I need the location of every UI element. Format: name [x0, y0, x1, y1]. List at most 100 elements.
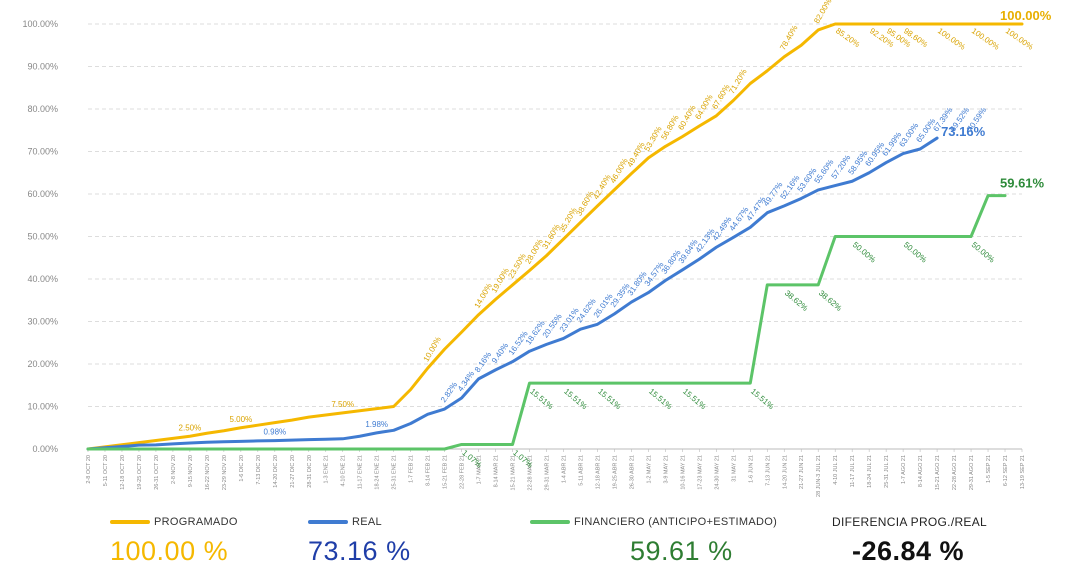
x-tick-label: 26-31 OCT 20: [154, 455, 160, 490]
diferencia-total: -26.84 %: [852, 536, 965, 566]
x-tick-label: 22-28 MAR 21: [528, 455, 534, 490]
final-value-label: 100.00%: [1000, 8, 1052, 23]
data-label: 5.00%: [229, 415, 252, 424]
data-label: 7.50%: [331, 400, 354, 409]
y-tick-label: 10.00%: [27, 402, 58, 412]
final-labels: 100.00% 73.16% 59.61%: [941, 8, 1052, 191]
x-tick-label: 7-13 DIC 20: [256, 455, 262, 485]
x-tick-label: 9-15 NOV 20: [188, 455, 194, 487]
real-total: 73.16 %: [308, 536, 411, 566]
x-tick-label: 8-14 FEB 21: [426, 455, 432, 486]
x-tick-label: 2-8 NOV 20: [171, 455, 177, 484]
x-tick-label: 31 MAY 21: [731, 455, 737, 482]
data-label: 50.00%: [851, 240, 878, 264]
y-tick-label: 60.00%: [27, 189, 58, 199]
legend-programado-label: PROGRAMADO: [154, 516, 238, 528]
data-label: 38.62%: [783, 289, 810, 313]
data-label: 15.51%: [596, 387, 623, 411]
y-tick-label: 50.00%: [27, 232, 58, 242]
series-line-real: [86, 136, 939, 451]
x-tick-label: 21-27 DIC 20: [290, 455, 296, 488]
series-line-financiero: [86, 194, 1007, 451]
x-tick-label: 18-24 JUL 21: [867, 455, 873, 488]
x-tick-label: 29-31 MAR 21: [545, 455, 551, 490]
x-tick-label: 5-11 OCT 20: [103, 455, 109, 486]
data-label: 71.20%: [727, 67, 748, 95]
x-tick-label: 4-10 JUL 21: [833, 455, 839, 485]
data-label: 15.51%: [647, 387, 674, 411]
data-label: 8.16%: [473, 350, 493, 374]
data-label: 50.00%: [902, 240, 929, 264]
x-tick-label: 29-31 AGO 21: [969, 455, 975, 490]
real-swatch: [308, 520, 348, 524]
final-value-label: 59.61%: [1000, 176, 1045, 191]
x-tick-label: 12-18 OCT 20: [120, 455, 126, 490]
x-tick-label: 14-20 JUN 21: [782, 455, 788, 489]
x-tick-label: 21-27 JUN 21: [799, 455, 805, 489]
x-tick-label: 25-31 JUL 21: [884, 455, 890, 488]
data-label: 0.98%: [263, 428, 286, 437]
legend-financiero-label: FINANCIERO (ANTICIPO+ESTIMADO): [574, 516, 778, 528]
x-tick-label: 1-6 DIC 20: [239, 455, 245, 482]
x-tick-label: 12-18 ABR 21: [595, 455, 601, 489]
data-label: 85.20%: [834, 26, 861, 49]
x-tick-label: 8-14 AGO 21: [918, 455, 924, 487]
data-label: 15.51%: [749, 387, 776, 411]
x-tick-label: 1-6 JUN 21: [748, 455, 754, 483]
data-label: 15.51%: [528, 387, 555, 411]
programado-total: 100.00 %: [110, 536, 229, 566]
x-tick-label: 1-7 AGO 21: [901, 455, 907, 484]
final-value-label: 73.16%: [941, 124, 986, 139]
y-tick-label: 80.00%: [27, 104, 58, 114]
y-tick-label: 40.00%: [27, 274, 58, 284]
x-tick-label: 22-28 AGO 21: [952, 455, 958, 490]
legend-diferencia-label: DIFERENCIA PROG./REAL: [832, 515, 987, 529]
y-tick-label: 20.00%: [27, 359, 58, 369]
x-axis-ticks: 2-8 OCT 20 5-11 OCT 20 12-18 OCT 20 19-25 O…: [86, 449, 1026, 497]
x-tick-label: 16-22 NOV 20: [205, 455, 211, 490]
x-tick-label: 22-28 FEB 21: [460, 455, 466, 489]
data-label: 50.00%: [970, 240, 997, 264]
data-label: 15.51%: [681, 387, 708, 411]
data-label: 9.40%: [490, 341, 510, 365]
y-tick-label: 70.00%: [27, 147, 58, 157]
x-tick-label: 10-16 MAY 21: [680, 455, 686, 490]
legend-programado: PROGRAMADO 100.00 %: [110, 514, 238, 566]
legend-real-label: REAL: [352, 516, 382, 528]
x-tick-label: 1-3 ENE 21: [324, 455, 330, 483]
progress-chart: 0.00% 10.00% 20.00% 30.00% 40.00% 50.00% 60.00…: [22, 0, 1052, 497]
x-tick-label: 8-14 MAR 21: [494, 455, 500, 487]
x-tick-label: 7-13 JUN 21: [765, 455, 771, 486]
x-tick-label: 1-5 SEP 21: [986, 455, 992, 483]
x-tick-label: 18-24 ENE 21: [375, 455, 381, 490]
point-labels: 2.50%5.00%7.50%10.00%14.00%19.00%23.50%2…: [179, 0, 1035, 470]
x-tick-label: 23-29 NOV 20: [222, 455, 228, 490]
legend-real: REAL 73.16 %: [308, 514, 411, 566]
x-tick-label: 5-11 ABR 21: [578, 455, 584, 486]
x-tick-label: 13-19 SEP 21: [1020, 455, 1026, 489]
financiero-total: 59.61 %: [630, 536, 733, 566]
x-tick-label: 11-17 ENE 21: [358, 455, 364, 489]
data-label: 10.00%: [422, 335, 443, 363]
x-tick-label: 26-30 ABR 21: [629, 455, 635, 489]
x-tick-label: 15-21 MAR 21: [511, 455, 517, 490]
x-tick-label: 6-12 SEP 21: [1003, 455, 1009, 486]
data-label: 4.34%: [456, 369, 476, 393]
x-tick-label: 25-31 ENE 21: [392, 455, 398, 490]
x-tick-label: 4-10 ENE 21: [341, 455, 347, 487]
x-tick-label: 2-8 OCT 20: [86, 455, 92, 484]
programado-swatch: [110, 520, 150, 524]
y-axis-ticks: 0.00% 10.00% 20.00% 30.00% 40.00% 50.00% 60.00…: [22, 19, 58, 454]
x-tick-label: 28-31 DIC 20: [307, 455, 313, 488]
x-tick-label: 14-20 DIC 20: [273, 455, 279, 488]
series-lines: [86, 22, 1024, 451]
y-tick-label: 30.00%: [27, 317, 58, 327]
x-tick-label: 19-25 ABR 21: [612, 455, 618, 489]
data-label: 1.98%: [365, 420, 388, 429]
x-tick-label: 1-4 ABR 21: [561, 455, 567, 483]
data-label: 82.00%: [812, 0, 833, 25]
x-tick-label: 11-17 JUL 21: [850, 455, 856, 487]
x-tick-label: 17-23 MAY 21: [697, 455, 703, 490]
data-label: 100.00%: [936, 26, 967, 51]
x-tick-label: 24-30 MAY 21: [714, 455, 720, 490]
